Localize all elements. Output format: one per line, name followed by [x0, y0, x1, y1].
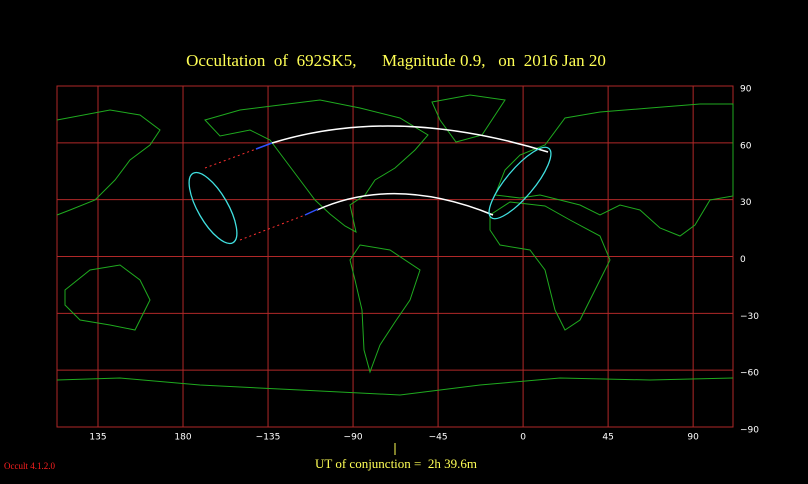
x-tick-label: 90 — [687, 433, 699, 443]
twilight-segment — [255, 142, 273, 150]
daylight-limit — [204, 148, 257, 169]
coastlines — [56, 94, 734, 396]
north-limit — [271, 125, 549, 153]
antarctica — [56, 377, 734, 396]
y-tick-label: −30 — [740, 312, 759, 322]
y-tick-label: 0 — [740, 255, 746, 265]
x-tick-label: 0 — [520, 433, 526, 443]
north-america — [204, 99, 429, 233]
software-version: Occult 4.1.2.0 — [4, 461, 55, 471]
africa — [489, 201, 611, 331]
y-tick-label: 30 — [740, 198, 752, 208]
australia — [64, 264, 151, 331]
south-america — [349, 244, 421, 374]
occultation-path — [188, 125, 552, 245]
eurasia — [494, 103, 734, 237]
x-tick-label: −45 — [429, 433, 448, 443]
title: Occultation of 692SK5, Magnitude 0.9, on… — [186, 51, 606, 70]
x-tick-label: −90 — [344, 433, 363, 443]
x-tick-label: 180 — [174, 433, 191, 443]
conjunction-time: UT of conjunction = 2h 39.6m — [315, 456, 477, 471]
graticule: 135 180 −135 −90 −45 0 45 90 −90 −60 −30 0 30 60 90 — [56, 85, 759, 443]
east-asia — [56, 109, 161, 216]
south-limit — [316, 193, 494, 216]
rise-set-curve — [488, 146, 552, 220]
y-tick-label: −90 — [740, 426, 759, 436]
rise-set-curve — [188, 171, 238, 245]
y-tick-label: −60 — [740, 369, 759, 379]
x-tick-label: −135 — [256, 433, 281, 443]
y-tick-label: 60 — [740, 141, 752, 151]
y-tick-label: 90 — [740, 85, 752, 95]
greenland — [431, 94, 506, 143]
x-tick-label: 45 — [602, 433, 613, 443]
daylight-limit — [239, 214, 306, 241]
twilight-segment — [304, 208, 319, 216]
x-tick-label: 135 — [89, 433, 106, 443]
